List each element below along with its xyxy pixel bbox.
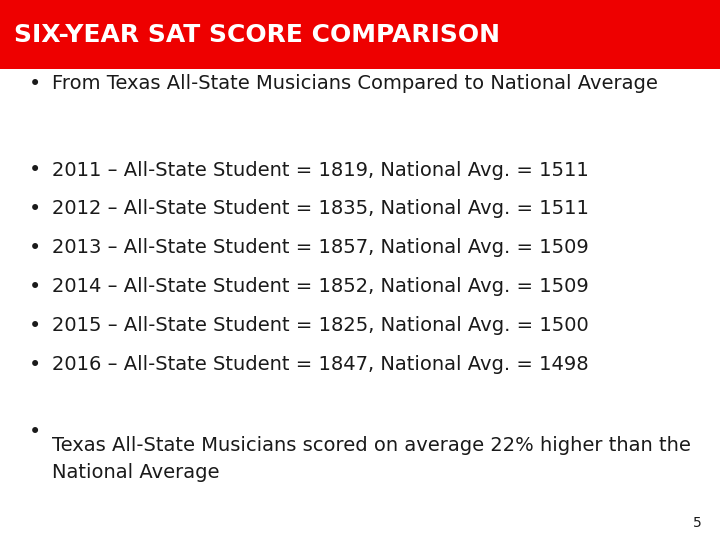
- Text: SIX-YEAR SAT SCORE COMPARISON: SIX-YEAR SAT SCORE COMPARISON: [14, 23, 500, 46]
- Text: 2014 – All-State Student = 1852, National Avg. = 1509: 2014 – All-State Student = 1852, Nationa…: [52, 277, 588, 296]
- Text: 2016 – All-State Student = 1847, National Avg. = 1498: 2016 – All-State Student = 1847, Nationa…: [52, 355, 588, 374]
- Text: •: •: [29, 199, 41, 219]
- Text: Texas All-State Musicians scored on average 22% higher than the: Texas All-State Musicians scored on aver…: [52, 436, 690, 455]
- Text: •: •: [29, 422, 41, 442]
- Text: •: •: [29, 315, 41, 336]
- Text: 5: 5: [693, 516, 702, 530]
- Text: 2013 – All-State Student = 1857, National Avg. = 1509: 2013 – All-State Student = 1857, Nationa…: [52, 238, 588, 258]
- Text: •: •: [29, 238, 41, 258]
- Text: •: •: [29, 354, 41, 375]
- Text: National Average: National Average: [52, 463, 220, 482]
- Text: •: •: [29, 73, 41, 94]
- Text: From Texas All-State Musicians Compared to National Average: From Texas All-State Musicians Compared …: [52, 74, 657, 93]
- Text: •: •: [29, 276, 41, 297]
- Text: 2012 – All-State Student = 1835, National Avg. = 1511: 2012 – All-State Student = 1835, Nationa…: [52, 199, 589, 219]
- FancyBboxPatch shape: [0, 0, 720, 69]
- Text: •: •: [29, 160, 41, 180]
- Text: 2011 – All-State Student = 1819, National Avg. = 1511: 2011 – All-State Student = 1819, Nationa…: [52, 160, 588, 180]
- Text: 2015 – All-State Student = 1825, National Avg. = 1500: 2015 – All-State Student = 1825, Nationa…: [52, 316, 588, 335]
